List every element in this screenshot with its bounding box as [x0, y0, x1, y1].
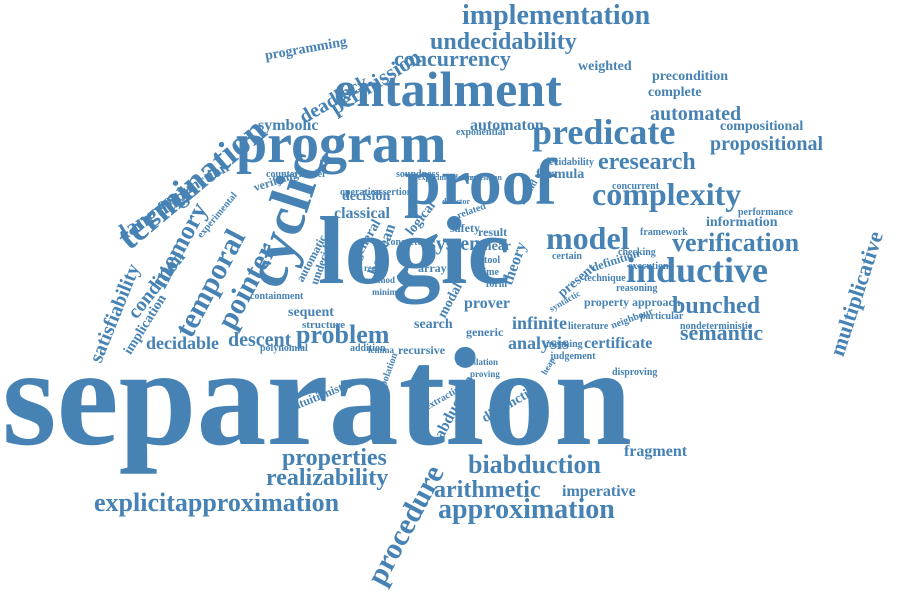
cloud-word: decidability	[544, 157, 595, 168]
cloud-word: explicitapproximation	[94, 488, 340, 517]
cloud-word: method	[366, 275, 395, 285]
cloud-word: logic	[318, 197, 510, 304]
cloud-word: polynomial	[260, 343, 308, 354]
cloud-word: descent	[228, 329, 292, 351]
cloud-word: complete	[648, 85, 702, 100]
cloud-word: addition	[350, 343, 386, 354]
cloud-word: decidable	[146, 333, 220, 353]
cloud-word: arithmetic	[434, 477, 541, 503]
cloud-word: time	[480, 267, 499, 278]
cloud-word: framework	[640, 227, 688, 238]
cloud-word: linear	[476, 239, 511, 254]
cloud-word: nondeterministic	[680, 321, 753, 332]
cloud-word: prover	[464, 295, 510, 312]
cloud-word: recursive	[398, 343, 446, 357]
cloud-word: extension	[470, 173, 502, 182]
cloud-word: problem	[296, 320, 390, 349]
cloud-word: technique	[584, 273, 626, 284]
cloud-word: proving	[470, 369, 500, 379]
cloud-word: symbolic	[258, 117, 319, 134]
cloud-word: safety	[450, 221, 480, 235]
cloud-word: array	[418, 261, 447, 275]
cloud-word: undecidability	[430, 29, 577, 55]
cloud-word: detector	[442, 197, 470, 206]
cloud-word: ordering	[446, 173, 476, 182]
cloud-word: weighted	[578, 59, 632, 74]
cloud-word: soundness	[396, 169, 440, 180]
cloud-word: eresearch	[598, 149, 696, 175]
cloud-word: disproving	[612, 367, 658, 378]
cloud-word: approximation	[438, 494, 615, 525]
cloud-word: bunched	[672, 293, 761, 319]
cloud-word: infinite	[512, 313, 568, 333]
cloud-word: execution	[628, 261, 669, 272]
cloud-word: precondition	[652, 69, 728, 84]
cloud-word: decision	[342, 189, 391, 204]
cloud-word: biabduction	[468, 450, 601, 479]
cloud-word: checking	[618, 247, 656, 258]
cloud-word: model	[546, 220, 630, 256]
cloud-word: particular	[640, 311, 684, 322]
cloud-word: exponential	[456, 127, 506, 138]
cloud-word: multiplicative	[824, 228, 888, 360]
cloud-word: judgement	[550, 351, 596, 362]
cloud-word: entailment	[334, 61, 562, 117]
cloud-word: reasoning	[616, 283, 658, 294]
cloud-word: automated	[650, 103, 742, 125]
cloud-word: containment	[250, 291, 304, 302]
cloud-word: program	[236, 113, 447, 175]
cloud-word: form	[486, 279, 508, 290]
cloud-word: certificate	[584, 335, 653, 352]
cloud-word: complexity	[592, 176, 742, 212]
cloud-word: separation	[2, 320, 632, 475]
cloud-word: region	[364, 263, 389, 273]
cloud-word: countermodel	[266, 169, 325, 180]
cloud-word: operation	[340, 187, 382, 198]
cloud-word: tool	[484, 255, 501, 266]
cloud-word: minimal	[372, 287, 405, 297]
cloud-word: inductive	[626, 250, 769, 290]
cloud-word: assertion	[374, 187, 413, 198]
cloud-word: concrete	[386, 237, 422, 248]
cloud-word: formula	[536, 167, 585, 182]
cloud-word: fragment	[624, 443, 688, 460]
cloud-word: imperative	[562, 483, 636, 500]
cloud-word: analysis	[508, 333, 570, 353]
cloud-word: concurrent	[612, 181, 660, 192]
cloud-word: proof	[404, 146, 557, 219]
cloud-word: system	[428, 233, 486, 255]
cloud-word: implementation	[462, 0, 651, 31]
cloud-word: structure	[302, 319, 346, 331]
cloud-word: translation	[456, 357, 499, 367]
cloud-word: information	[706, 215, 778, 230]
cloud-word: compositional	[720, 119, 804, 134]
cloud-word: verification	[672, 228, 800, 257]
cloud-word: propositional	[710, 133, 823, 155]
cloud-word: semantic	[680, 320, 764, 345]
cloud-word: sequent	[288, 305, 334, 320]
cloud-word: lemma	[368, 345, 394, 355]
cloud-word: properties	[282, 445, 387, 471]
cloud-word: result	[478, 225, 508, 239]
cloud-word: realizability	[266, 465, 389, 491]
cloud-word: literature	[568, 321, 609, 332]
cloud-word: generic	[466, 325, 504, 339]
cloud-word: classical	[334, 205, 390, 222]
cloud-word: predicate	[532, 112, 676, 152]
cloud-word: experiment	[418, 173, 457, 182]
cloud-word: programming	[263, 34, 349, 64]
cloud-word: automaton	[470, 117, 544, 134]
cloud-word: approach	[632, 295, 681, 309]
cloud-word: performance	[738, 207, 793, 218]
cloud-word: concurrency	[394, 46, 511, 71]
cloud-word: search	[414, 317, 453, 332]
cloud-word: certain	[552, 251, 582, 262]
cloud-word: meaning	[546, 339, 583, 350]
cloud-word: property	[584, 295, 630, 309]
